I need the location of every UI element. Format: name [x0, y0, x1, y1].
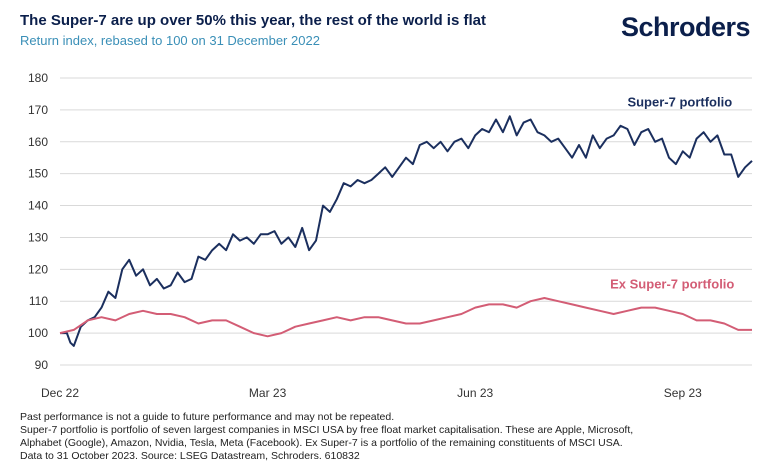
chart-subtitle: Return index, rebased to 100 on 31 Decem…	[20, 33, 320, 48]
footnote-line: Super-7 portfolio is portfolio of seven …	[20, 424, 634, 436]
series-layer	[59, 115, 753, 347]
y-tick-label: 110	[29, 294, 48, 308]
x-tick-label: Sep 23	[664, 386, 702, 400]
footnote-line: Data to 31 October 2023. Source: LSEG Da…	[20, 450, 360, 462]
y-tick-label: 100	[28, 326, 48, 340]
x-axis-ticks: Dec 22 Mar 23 Jun 23 Sep 23	[41, 386, 702, 400]
x-tick-label: Mar 23	[249, 386, 287, 400]
y-tick-label: 160	[28, 135, 48, 149]
series-line-ex-super7	[59, 297, 752, 338]
line-chart: 90 100 110 120 130 140 150 160 170 180 Dec 22 Mar …	[28, 71, 753, 400]
x-tick-label: Dec 22	[41, 386, 79, 400]
series-labels: Super-7 portfolio Ex Super-7 portfolio	[610, 95, 734, 292]
y-tick-label: 140	[28, 199, 48, 213]
y-tick-label: 150	[28, 167, 48, 181]
y-tick-label: 90	[35, 358, 49, 372]
series-line-super7	[60, 115, 753, 347]
y-axis-ticks: 90 100 110 120 130 140 150 160 170 180	[28, 71, 48, 372]
y-tick-label: 170	[28, 103, 48, 117]
y-tick-label: 130	[28, 230, 48, 244]
chart-title: The Super-7 are up over 50% this year, t…	[20, 12, 486, 29]
footnote-line: Past performance is not a guide to futur…	[20, 411, 395, 423]
footnote-line: Alphabet (Google), Amazon, Nvidia, Tesla…	[20, 437, 623, 449]
y-tick-label: 180	[28, 71, 48, 85]
x-tick-label: Jun 23	[457, 386, 493, 400]
grid-layer	[60, 77, 752, 366]
y-tick-label: 120	[28, 262, 48, 276]
series-label-super7: Super-7 portfolio	[627, 95, 732, 110]
schroders-logo: Schroders	[620, 12, 751, 42]
series-label-ex-super7: Ex Super-7 portfolio	[610, 276, 734, 291]
footnotes: Past performance is not a guide to futur…	[20, 411, 750, 463]
